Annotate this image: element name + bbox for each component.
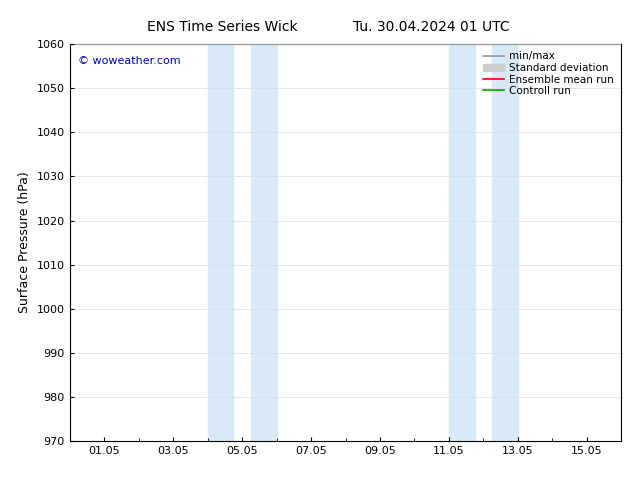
Bar — [449, 44, 475, 441]
Bar — [207, 44, 233, 441]
Legend: min/max, Standard deviation, Ensemble mean run, Controll run: min/max, Standard deviation, Ensemble me… — [481, 49, 616, 98]
Bar — [492, 44, 518, 441]
Text: © woweather.com: © woweather.com — [78, 56, 181, 66]
Text: Tu. 30.04.2024 01 UTC: Tu. 30.04.2024 01 UTC — [353, 20, 510, 34]
Text: ENS Time Series Wick: ENS Time Series Wick — [146, 20, 297, 34]
Bar — [250, 44, 276, 441]
Y-axis label: Surface Pressure (hPa): Surface Pressure (hPa) — [18, 172, 31, 314]
